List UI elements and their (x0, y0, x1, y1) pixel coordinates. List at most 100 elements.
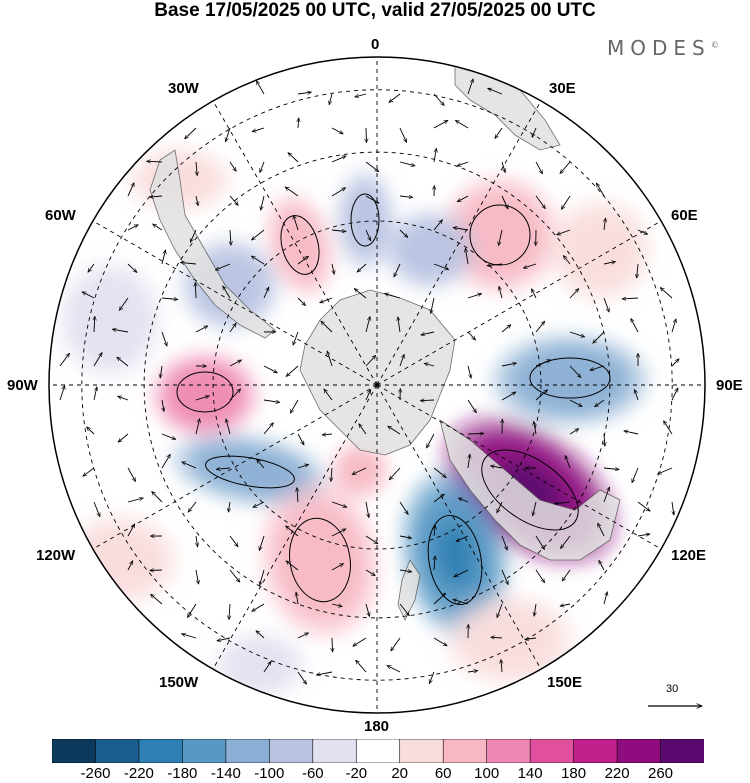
colorbar-swatch-12 (573, 739, 618, 763)
wind-vector-143 (324, 389, 333, 401)
wind-vector-210 (196, 535, 198, 547)
wind-vector-71 (357, 263, 367, 272)
wind-vector-7 (488, 88, 503, 95)
wind-vector-137 (118, 396, 129, 401)
anomaly-core-3 (190, 442, 310, 498)
wind-vector-70 (332, 263, 334, 274)
wind-vector-56 (433, 220, 443, 231)
colorbar-tick-label: -260 (80, 765, 111, 782)
wind-vector-82 (161, 298, 178, 300)
wind-vector-14 (399, 127, 408, 142)
wind-vector-252 (603, 592, 607, 605)
wind-vector-231 (365, 569, 375, 576)
meridian-line-5 (376, 384, 542, 670)
wind-vector-81 (119, 297, 129, 310)
wind-vector-79 (637, 263, 638, 278)
wind-vector-227 (229, 569, 240, 582)
wind-vector-31 (560, 161, 571, 174)
label-30e: 30E (549, 80, 576, 97)
wind-vector-194 (228, 501, 230, 512)
anomaly-core-17 (75, 525, 165, 595)
wind-vector-157 (195, 419, 200, 435)
wind-vector-112 (569, 331, 585, 337)
wind-vector-219 (501, 535, 507, 550)
wind-vector-188 (632, 467, 639, 483)
wind-vector-178 (297, 464, 309, 469)
wind-vector-153 (671, 388, 679, 401)
colorbar-tick-label: -20 (345, 765, 368, 782)
colorbar-swatch-9 (442, 739, 488, 763)
wind-vector-89 (385, 294, 401, 299)
wind-vector-92 (499, 286, 503, 299)
wind-vector-183 (468, 454, 470, 469)
contour-5 (529, 357, 611, 399)
wind-vector-15 (433, 119, 448, 129)
wind-vector-142 (290, 399, 299, 413)
wind-vector-38 (331, 188, 346, 197)
wind-vector-159 (263, 423, 273, 435)
wind-vector-243 (296, 592, 298, 605)
colorbar-tick-label: -100 (254, 765, 285, 782)
wind-vector-192 (152, 491, 163, 503)
wind-vector-212 (259, 535, 265, 551)
anomaly-core-13 (225, 640, 295, 690)
wind-vector-187 (603, 468, 619, 470)
wind-vector-171 (664, 421, 673, 435)
wind-vector-116 (59, 353, 70, 367)
wind-vector-158 (226, 419, 231, 435)
wind-vector-162 (359, 424, 367, 435)
wind-vector-189 (658, 467, 673, 474)
wind-vector-6 (467, 79, 473, 95)
wind-vector-123 (286, 365, 299, 377)
colorbar (52, 739, 704, 763)
wind-vector-201 (458, 498, 469, 503)
wind-vector-129 (501, 363, 517, 367)
modes-logo: MODES© (607, 36, 719, 60)
wind-vector-63 (88, 263, 95, 272)
wind-vector-151 (595, 399, 605, 407)
wind-vector-44 (535, 195, 545, 209)
wind-vector-125 (365, 355, 376, 367)
wind-vector-147 (467, 399, 476, 413)
colorbar-swatch-0 (52, 739, 97, 763)
contour-4 (427, 514, 483, 606)
wind-vector-262 (491, 637, 503, 638)
colorbar-swatch-5 (269, 739, 314, 763)
wind-vector-109 (467, 331, 476, 340)
wind-vector-241 (229, 603, 230, 620)
wind-vector-98 (94, 316, 95, 333)
wind-vector-193 (188, 501, 197, 512)
wind-vector-251 (560, 604, 571, 606)
colorbar-tick-label: -180 (167, 765, 198, 782)
wind-vector-99 (112, 329, 129, 333)
wind-vector-200 (433, 494, 444, 503)
wind-vector-226 (195, 569, 199, 584)
wind-vector-229 (286, 561, 299, 571)
colorbar-swatch-13 (616, 739, 662, 763)
meridian-line-4 (376, 384, 662, 550)
contour-7 (289, 517, 351, 603)
wind-vector-80 (82, 291, 95, 299)
wind-vector-216 (399, 536, 412, 538)
wind-vector-248 (453, 599, 469, 605)
wind-vector-154 (87, 427, 95, 435)
wind-vector-221 (561, 535, 571, 549)
wind-vector-102 (229, 323, 236, 333)
wind-vector-27 (433, 148, 436, 163)
wind-vector-167 (534, 421, 536, 435)
wind-vector-195 (253, 501, 265, 508)
colorbar-swatch-11 (529, 739, 575, 763)
wind-vector-85 (263, 287, 270, 299)
wind-vector-126 (399, 354, 404, 367)
wind-vector-105 (321, 321, 333, 333)
wind-vector-46 (596, 183, 605, 197)
map-title: Base 17/05/2025 00 UTC, valid 27/05/2025… (154, 0, 596, 21)
colorbar-tick-label: -220 (123, 765, 154, 782)
colorbar-swatch-8 (399, 739, 445, 763)
wind-vector-255 (256, 631, 265, 639)
label-120w: 120W (36, 547, 76, 564)
wind-vector-169 (604, 433, 605, 446)
contour-3 (481, 449, 579, 531)
wind-vector-73 (433, 263, 449, 270)
anomaly-core-14 (338, 448, 382, 492)
